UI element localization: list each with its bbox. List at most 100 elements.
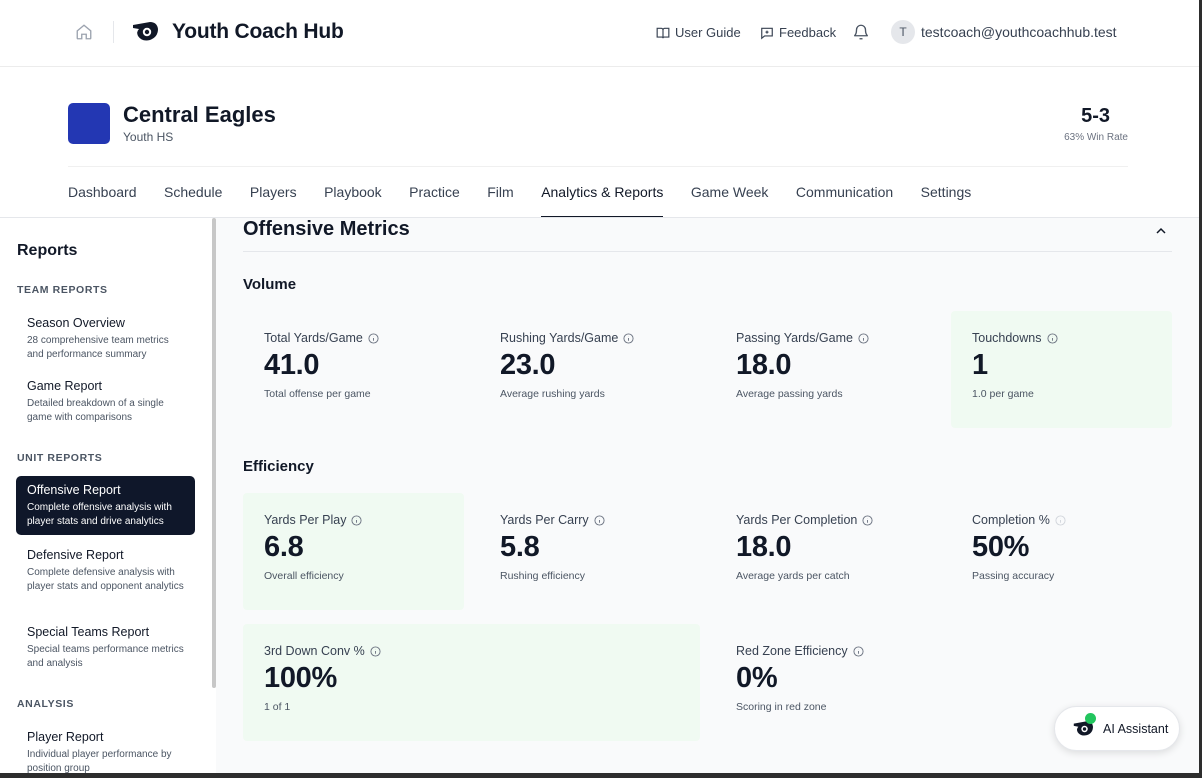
- info-icon[interactable]: [853, 645, 864, 657]
- metric-subtext: 1 of 1: [264, 701, 291, 713]
- metric-card-passing-yards: Passing Yards/Game 18.0 Average passing …: [715, 311, 936, 428]
- tab-practice[interactable]: Practice: [409, 184, 460, 200]
- win-rate: 63% Win Rate: [1064, 132, 1128, 143]
- metric-card-yards-per-play: Yards Per Play 6.8 Overall efficiency: [243, 493, 464, 610]
- sidebar-title: Reports: [17, 242, 78, 259]
- tab-communication[interactable]: Communication: [795, 184, 894, 200]
- metric-card-third-down: 3rd Down Conv % 100% 1 of 1: [243, 624, 700, 741]
- sidebar-item-title: Season Overview: [27, 316, 125, 330]
- app-title[interactable]: Youth Coach Hub: [172, 20, 344, 43]
- section-unit-reports: UNIT REPORTS: [17, 452, 103, 464]
- tab-game-week[interactable]: Game Week: [690, 184, 769, 200]
- info-icon[interactable]: [858, 332, 869, 344]
- metric-subtext: Total offense per game: [264, 388, 371, 400]
- info-icon[interactable]: [594, 514, 605, 526]
- info-icon[interactable]: [623, 332, 634, 344]
- sidebar-item-title: Offensive Report: [27, 483, 121, 497]
- metric-card-touchdowns: Touchdowns 1 1.0 per game: [951, 311, 1172, 428]
- whistle-icon: [1071, 712, 1096, 739]
- sidebar-item-title: Defensive Report: [27, 548, 124, 562]
- efficiency-title: Efficiency: [243, 458, 314, 475]
- metric-subtext: Rushing efficiency: [500, 570, 586, 582]
- metric-card-red-zone: Red Zone Efficiency 0% Scoring in red zo…: [715, 624, 936, 741]
- metric-label: Yards Per Completion: [736, 513, 858, 527]
- info-icon[interactable]: [370, 645, 381, 657]
- metric-value: 100%: [264, 662, 337, 694]
- window-edge-bottom: [0, 773, 1202, 778]
- reports-sidebar: Reports TEAM REPORTS Season Overview 28 …: [0, 218, 212, 774]
- sidebar-item-game-report[interactable]: Game Report Detailed breakdown of a sing…: [16, 372, 195, 431]
- info-icon[interactable]: [862, 514, 873, 526]
- home-icon[interactable]: [75, 23, 93, 41]
- info-icon[interactable]: [368, 332, 379, 344]
- sidebar-item-desc: Complete offensive analysis with player …: [27, 502, 172, 527]
- sidebar-scrollbar[interactable]: [212, 218, 216, 688]
- metric-value: 18.0: [736, 531, 792, 563]
- metric-subtext: Passing accuracy: [972, 570, 1055, 582]
- metric-label: Yards Per Carry: [500, 513, 589, 527]
- tab-playbook[interactable]: Playbook: [324, 184, 382, 200]
- sidebar-item-special-teams-report[interactable]: Special Teams Report Special teams perfo…: [16, 618, 195, 677]
- sidebar-item-title: Player Report: [27, 730, 104, 744]
- metric-value: 5.8: [500, 531, 540, 563]
- header-divider-line: [68, 166, 1128, 167]
- tab-players[interactable]: Players: [249, 184, 297, 200]
- info-icon[interactable]: [351, 514, 362, 526]
- ai-assistant-button[interactable]: AI Assistant: [1054, 706, 1180, 751]
- window-edge: [1199, 0, 1202, 778]
- team-name: Central Eagles: [123, 102, 276, 127]
- bell-icon[interactable]: [852, 23, 870, 41]
- feedback-icon: [761, 27, 773, 39]
- info-icon[interactable]: [1046, 332, 1058, 344]
- volume-title: Volume: [243, 276, 297, 293]
- sidebar-item-offensive-report[interactable]: Offensive Report Complete offensive anal…: [16, 476, 195, 535]
- metric-label: Red Zone Efficiency: [736, 644, 848, 658]
- tab-schedule[interactable]: Schedule: [164, 184, 223, 200]
- tab-film[interactable]: Film: [487, 184, 514, 200]
- team-level: Youth HS: [123, 130, 174, 144]
- metric-subtext: Average yards per catch: [736, 570, 850, 582]
- tab-settings[interactable]: Settings: [920, 184, 972, 200]
- sidebar-item-defensive-report[interactable]: Defensive Report Complete defensive anal…: [16, 541, 195, 600]
- nav-divider: [0, 217, 1202, 218]
- metric-card-yards-per-completion: Yards Per Completion 18.0 Average yards …: [715, 493, 936, 610]
- book-icon: [656, 27, 670, 38]
- feedback-link[interactable]: Feedback: [760, 25, 836, 40]
- metric-label: Yards Per Play: [264, 513, 347, 527]
- metrics-panel: Offensive Metrics Volume Total Yards/Gam…: [216, 218, 1200, 774]
- sidebar-item-title: Game Report: [27, 379, 103, 393]
- team-color-swatch: [68, 103, 110, 144]
- team-record: 5-3: [1081, 105, 1110, 127]
- tab-analytics-reports[interactable]: Analytics & Reports: [541, 170, 664, 218]
- metric-value: 50%: [972, 531, 1030, 563]
- metric-value: 6.8: [264, 531, 304, 563]
- section-divider: [243, 251, 1172, 252]
- sidebar-item-desc: Individual player performance by positio…: [27, 749, 172, 774]
- top-bar: Youth Coach Hub User Guide Feedback T te…: [0, 0, 1202, 67]
- sidebar-item-season-overview[interactable]: Season Overview 28 comprehensive team me…: [16, 309, 195, 368]
- user-guide-link[interactable]: User Guide: [656, 25, 741, 40]
- sidebar-item-title: Special Teams Report: [27, 625, 150, 639]
- chevron-up-icon[interactable]: [1153, 223, 1169, 239]
- metric-value: 18.0: [736, 349, 792, 381]
- metric-value: 41.0: [264, 349, 320, 381]
- sidebar-item-player-report[interactable]: Player Report Individual player performa…: [16, 723, 195, 774]
- sidebar-item-desc: 28 comprehensive team metrics and perfor…: [27, 335, 169, 360]
- info-icon[interactable]: [1055, 514, 1066, 526]
- metric-label: Touchdowns: [972, 331, 1042, 345]
- sidebar-item-desc: Detailed breakdown of a single game with…: [27, 398, 164, 423]
- metric-subtext: Average passing yards: [736, 388, 843, 400]
- metric-value: 1: [972, 349, 988, 381]
- metric-value: 0%: [736, 662, 778, 694]
- metric-subtext: 1.0 per game: [972, 388, 1034, 400]
- metric-label: 3rd Down Conv %: [264, 644, 365, 658]
- whistle-logo-icon[interactable]: [130, 19, 160, 45]
- sparkle-badge-icon: [1085, 712, 1096, 724]
- user-email[interactable]: testcoach@youthcoachhub.test: [921, 24, 1117, 40]
- tab-dashboard[interactable]: Dashboard: [68, 184, 137, 200]
- sidebar-item-desc: Complete defensive analysis with player …: [27, 567, 184, 592]
- metric-subtext: Overall efficiency: [264, 570, 344, 582]
- avatar[interactable]: T: [891, 20, 915, 44]
- feedback-label: Feedback: [779, 25, 837, 40]
- main-nav: Dashboard Schedule Players Playbook Prac…: [68, 170, 999, 218]
